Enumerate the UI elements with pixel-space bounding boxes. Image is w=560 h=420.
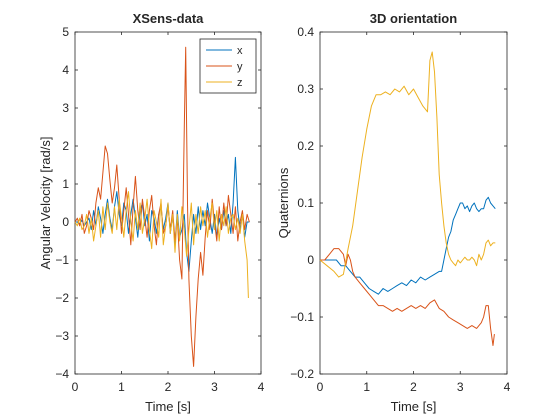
y-tick-label: 1 xyxy=(62,177,69,191)
x-tick-label: 4 xyxy=(258,380,265,394)
series-line-q3 xyxy=(319,51,496,278)
y-tick-label: 4 xyxy=(62,63,69,77)
x-tick-label: 4 xyxy=(504,380,511,394)
y-tick-label: 0.1 xyxy=(297,196,314,210)
y-tick-label: 0 xyxy=(62,215,69,229)
x-tick-label: 1 xyxy=(363,380,370,394)
y-tick-label: 0.4 xyxy=(297,25,314,39)
x-tick-label: 0 xyxy=(72,380,79,394)
chart-xsens: 0 1 2 3 4 −4 −3 −2 −1 0 1 2 3 4 5 XSens-data Time [s] Ang… xyxy=(38,11,265,414)
y-tick-label: 0 xyxy=(307,253,314,267)
x-tick-label: 2 xyxy=(165,380,172,394)
y-tick-label: −2 xyxy=(55,291,69,305)
y-tick-label: −0.1 xyxy=(290,310,314,324)
chart-title: XSens-data xyxy=(133,11,205,26)
axes-box xyxy=(319,31,508,375)
x-tick-label: 3 xyxy=(211,380,218,394)
y-tick-label: −4 xyxy=(55,367,69,381)
series-line-y xyxy=(74,46,250,367)
x-tick-label: 3 xyxy=(457,380,464,394)
legend: xyz xyxy=(199,38,257,94)
y-axis-label: Quaternions xyxy=(276,167,291,238)
y-axis-label: Angular Velocity [rad/s] xyxy=(38,137,53,270)
y-tick-label: −0.2 xyxy=(290,367,314,381)
chart-title: 3D orientation xyxy=(370,11,457,26)
series-line-q2 xyxy=(320,248,495,346)
y-tick-label: 0.2 xyxy=(297,139,314,153)
chart-orientation: 0 1 2 3 4 −0.2 −0.1 0 0.1 0.2 0.3 0.4 3D orientation… xyxy=(276,11,511,414)
x-tick-label: 2 xyxy=(410,380,417,394)
y-tick-label: −1 xyxy=(55,253,69,267)
x-tick-label: 0 xyxy=(317,380,324,394)
x-tick-label: 1 xyxy=(118,380,125,394)
legend-label-y: y xyxy=(237,61,243,73)
legend-label-z: z xyxy=(237,77,243,89)
y-tick-label: 0.3 xyxy=(297,82,314,96)
legend-label-x: x xyxy=(237,45,243,57)
y-tick-label: 2 xyxy=(62,139,69,153)
y-tick-label: −3 xyxy=(55,329,69,343)
series-line-q1 xyxy=(320,196,496,295)
series-line-z xyxy=(74,191,249,299)
x-axis-label: Time [s] xyxy=(145,399,191,414)
y-tick-label: 5 xyxy=(62,25,69,39)
y-tick-label: 3 xyxy=(62,101,69,115)
x-axis-label: Time [s] xyxy=(391,399,437,414)
